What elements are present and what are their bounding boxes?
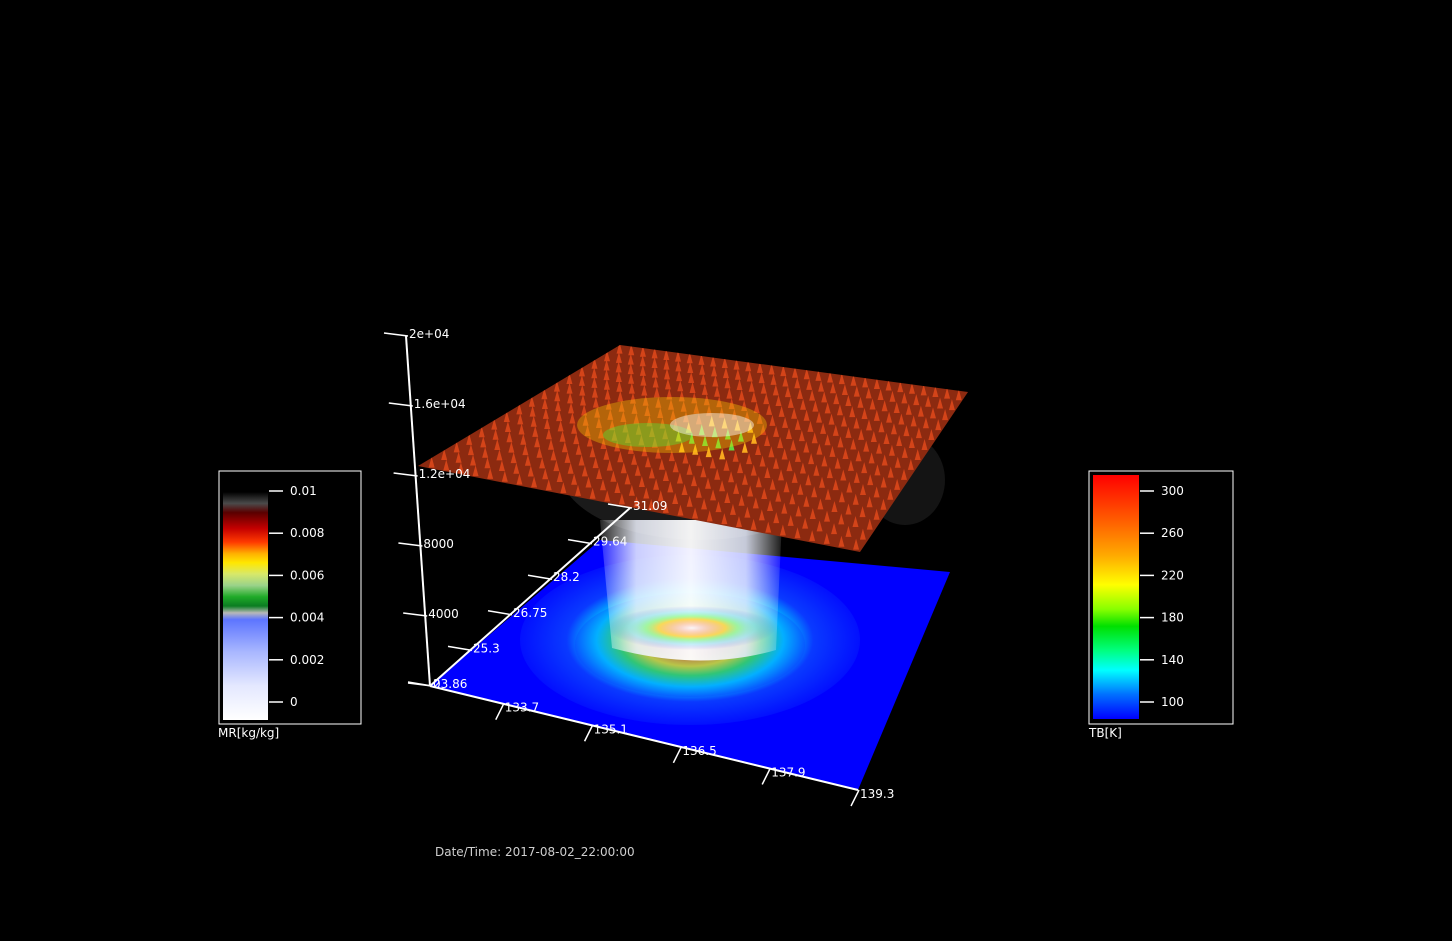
z-tick-mark	[403, 612, 428, 617]
y-tick-label: 26.75	[513, 606, 547, 620]
colorbar-tick-label: 0.006	[290, 568, 324, 582]
wind-vector-field	[418, 345, 968, 552]
z-tick-mark	[393, 472, 418, 477]
z-tick-label: 1.2e+04	[419, 467, 471, 481]
colorbar-tick-label: 100	[1161, 695, 1184, 709]
z-axis-line	[405, 335, 431, 687]
colorbar-tick-label: 0.008	[290, 526, 324, 540]
y-tick-label: 31.09	[633, 499, 667, 513]
z-tick-label: 0	[433, 677, 441, 691]
y-tick-mark	[447, 645, 473, 652]
y-tick-mark	[527, 574, 553, 580]
colorbar-tb-label: TB[K]	[1088, 726, 1122, 740]
y-tick-label: 29.64	[593, 535, 627, 549]
z-tick-label: 2e+04	[409, 327, 449, 341]
colorbar-tick-label: 0.002	[290, 653, 324, 667]
x-axis-line	[429, 685, 859, 791]
colorbar-tick-label: 0.01	[290, 484, 317, 498]
x-tick-label: 133.7	[505, 701, 539, 715]
colorbar-mr: 0.01 0.008 0.006 0.004 0.002 0 MR[kg/kg]	[218, 470, 362, 740]
z-tick-label: 8000	[423, 537, 454, 551]
axes: 2e+04 1.6e+04 1.2e+04 8000 4000 0 31.09 29.64 2…	[383, 327, 894, 807]
colorbar-tick-label: 180	[1161, 611, 1184, 625]
colorbar-mr-label: MR[kg/kg]	[218, 726, 279, 740]
x-tick-label: 136.5	[682, 744, 716, 758]
datetime-footer: Date/Time: 2017-08-02_22:00:00	[435, 845, 635, 859]
x-tick-label: 135.1	[594, 722, 628, 736]
z-tick-mark	[383, 332, 409, 337]
y-tick-mark	[567, 538, 593, 545]
colorbar-tb: 300 260 220 180 140 100 TB[K]	[1088, 470, 1234, 740]
z-tick-mark	[388, 402, 413, 407]
x-tick-mark	[583, 724, 594, 742]
x-tick-mark	[495, 703, 505, 721]
datetime-label: Date/Time:	[435, 845, 502, 859]
x-tick-mark	[672, 746, 683, 764]
colorbar-tick-label: 220	[1161, 568, 1184, 582]
colorbar-tick-label: 140	[1161, 653, 1184, 667]
y-tick-mark	[607, 503, 633, 509]
colorbar-tick-label: 0	[290, 695, 298, 709]
y-tick-label: 28.2	[553, 570, 580, 584]
y-tick-mark	[487, 610, 513, 616]
x-tick-label: 139.3	[860, 787, 894, 801]
y-tick-label: 25.3	[473, 641, 500, 655]
y-tick-mark	[407, 681, 433, 687]
x-axis-ticks: 133.7 135.1 136.5 137.9 139.3	[495, 701, 894, 807]
y-tick-label: 23.86	[433, 677, 467, 691]
datetime-value: 2017-08-02_22:00:00	[504, 845, 635, 859]
y-axis-ticks: 31.09 29.64 28.2 26.75 25.3 23.86	[407, 499, 667, 691]
y-axis-line	[429, 507, 631, 687]
x-tick-mark	[850, 789, 860, 807]
z-tick-mark	[398, 542, 423, 547]
x-tick-label: 137.9	[771, 765, 805, 779]
z-axis-ticks: 2e+04 1.6e+04 1.2e+04 8000 4000 0	[383, 327, 471, 691]
colorbar-tick-label: 260	[1161, 526, 1184, 540]
z-tick-label: 1.6e+04	[414, 397, 466, 411]
z-tick-label: 4000	[428, 607, 459, 621]
colorbar-tick-label: 0.004	[290, 611, 324, 625]
x-tick-mark	[761, 768, 771, 785]
colorbar-tick-label: 300	[1161, 484, 1184, 498]
